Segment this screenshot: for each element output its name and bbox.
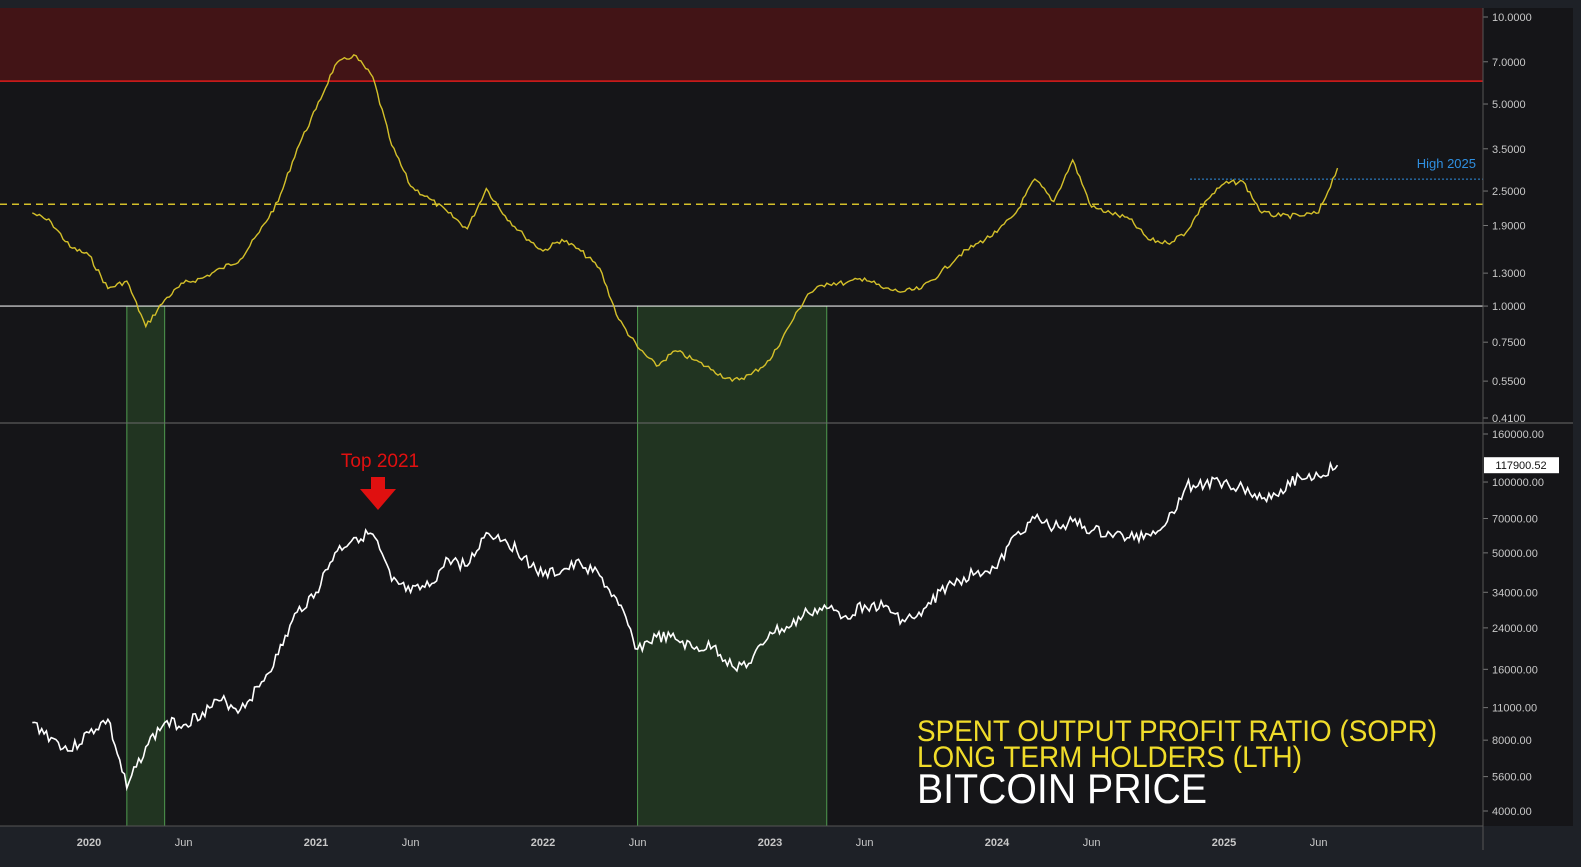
sopr-y-tick-label: 0.5500	[1492, 376, 1526, 388]
sopr-y-axis: 10.0000 7.0000 5.0000 3.5000 2.5000 1.9000 1.3…	[1483, 12, 1532, 425]
sopr-y-tick-label: 3.5000	[1492, 144, 1526, 156]
sopr-y-tick-label: 5.0000	[1492, 99, 1526, 111]
x-tick-label: Jun	[402, 837, 420, 849]
danger-zone	[0, 8, 1483, 82]
price-y-tick-label: 70000.00	[1492, 513, 1538, 525]
last-price-badge: 117900.52	[1484, 457, 1559, 474]
price-y-tick-label: 24000.00	[1492, 623, 1538, 635]
sopr-y-tick-label: 7.0000	[1492, 57, 1526, 69]
x-tick-label: Jun	[856, 837, 874, 849]
price-line	[32, 460, 1339, 792]
green-zones	[126, 305, 828, 827]
x-tick-label: 2022	[531, 837, 555, 849]
x-tick-label: Jun	[175, 837, 193, 849]
sopr-y-tick-label: 0.4100	[1492, 413, 1526, 425]
high-2025-label: High 2025	[1417, 156, 1476, 171]
x-tick-label: 2020	[77, 837, 101, 849]
legend-sopr: SPENT OUTPUT PROFIT RATIO (SOPR)	[917, 715, 1437, 748]
legend-lth: LONG TERM HOLDERS (LTH)	[917, 741, 1302, 774]
price-y-tick-label: 16000.00	[1492, 664, 1538, 676]
x-tick-label: Jun	[629, 837, 647, 849]
price-y-tick-label: 8000.00	[1492, 735, 1532, 747]
sopr-y-tick-label: 1.9000	[1492, 220, 1526, 232]
green-zone-1	[126, 305, 166, 827]
price-y-axis: 160000.00 100000.00 70000.00 50000.00 34000.…	[1483, 429, 1544, 818]
sopr-line	[31, 53, 1339, 383]
price-y-tick-label: 160000.00	[1492, 429, 1544, 441]
price-y-tick-label: 5600.00	[1492, 772, 1532, 784]
price-y-tick-label: 100000.00	[1492, 477, 1544, 489]
x-tick-label: Jun	[1310, 837, 1328, 849]
x-tick-label: Jun	[1083, 837, 1101, 849]
x-tick-label: 2023	[758, 837, 782, 849]
price-y-tick-label: 11000.00	[1492, 703, 1537, 715]
price-y-tick-label: 34000.00	[1492, 587, 1538, 599]
last-price-box	[1484, 457, 1559, 474]
sopr-y-tick-label: 0.7500	[1492, 337, 1526, 349]
last-price-label: 117900.52	[1495, 460, 1546, 472]
legend: SPENT OUTPUT PROFIT RATIO (SOPR) LONG TE…	[917, 715, 1437, 812]
x-axis: 2020 Jun 2021 Jun 2022 Jun 2023 Jun 2024 Jun 2025 J…	[0, 8, 1484, 850]
y-axis-background	[1483, 8, 1573, 826]
x-tick-label: 2025	[1212, 837, 1236, 849]
sopr-y-tick-label: 1.0000	[1492, 301, 1526, 313]
sopr-y-tick-label: 1.3000	[1492, 268, 1526, 280]
sopr-y-tick-label: 2.5000	[1492, 186, 1526, 198]
top-2021-label: Top 2021	[341, 451, 419, 472]
legend-bitcoin-price: BITCOIN PRICE	[917, 765, 1207, 812]
sopr-y-tick-label: 10.0000	[1492, 12, 1532, 24]
x-tick-label: 2024	[985, 837, 1010, 849]
down-arrow-icon	[360, 477, 396, 510]
green-zone-2	[637, 305, 828, 827]
price-y-tick-label: 50000.00	[1492, 548, 1538, 560]
x-tick-label: 2021	[304, 837, 328, 849]
price-y-tick-label: 4000.00	[1492, 806, 1532, 818]
